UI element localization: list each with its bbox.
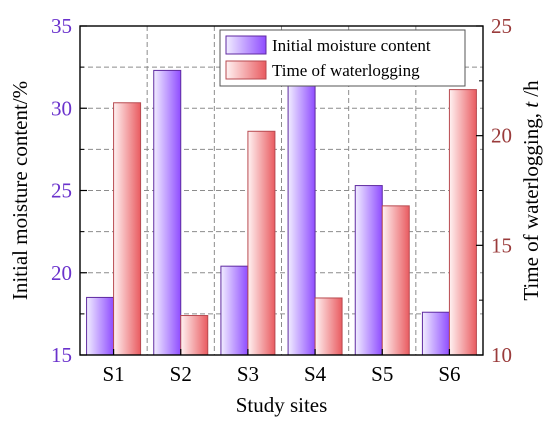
legend-swatch-time-of-waterlogging bbox=[225, 60, 267, 80]
right-y-tick-label: 25 bbox=[491, 14, 512, 38]
bar-initial-moisture-content bbox=[86, 296, 115, 356]
right-y-tick-label: 15 bbox=[491, 233, 512, 257]
ticks: 15 20 25 30 35 10 15 20 25 S1 S2 S3 S4 S5 S6 bbox=[51, 14, 512, 386]
bar-time-of-waterlogging bbox=[381, 205, 410, 356]
legend-label-initial-moisture-content: Initial moisture content bbox=[272, 36, 431, 55]
x-tick-label: S1 bbox=[102, 362, 124, 386]
left-y-tick-label: 30 bbox=[51, 96, 72, 120]
bar-time-of-waterlogging bbox=[113, 102, 142, 356]
right-y-tick-label: 20 bbox=[491, 124, 512, 148]
bar-time-of-waterlogging bbox=[180, 315, 209, 356]
bar-initial-moisture-content bbox=[153, 69, 182, 356]
right-y-axis-title: Time of waterlogging, t /h bbox=[519, 80, 543, 301]
left-y-tick-label: 35 bbox=[51, 14, 72, 38]
x-tick-label: S6 bbox=[438, 362, 460, 386]
legend-swatch-initial-moisture-content bbox=[225, 35, 267, 55]
x-tick-label: S4 bbox=[304, 362, 327, 386]
bar-initial-moisture-content bbox=[287, 83, 316, 356]
bar-initial-moisture-content bbox=[421, 311, 450, 356]
right-y-tick-label: 10 bbox=[491, 343, 512, 367]
legend-label-time-of-waterlogging: Time of waterlogging bbox=[272, 61, 420, 80]
bar-time-of-waterlogging bbox=[448, 89, 477, 356]
bar-initial-moisture-content bbox=[220, 265, 249, 356]
grid-lines bbox=[80, 26, 483, 355]
x-tick-label: S3 bbox=[237, 362, 259, 386]
bar-time-of-waterlogging bbox=[314, 297, 343, 356]
left-y-axis-title: Initial moisture content/% bbox=[8, 81, 32, 300]
bars bbox=[86, 69, 477, 356]
x-axis-title: Study sites bbox=[236, 393, 328, 417]
bar-time-of-waterlogging bbox=[247, 130, 276, 356]
legend: Initial moisture content Time of waterlo… bbox=[219, 29, 466, 87]
right-y-axis-title-prefix: Time of waterlogging, bbox=[519, 108, 543, 301]
right-y-axis-title-unit: /h bbox=[519, 80, 543, 97]
x-tick-label: S5 bbox=[371, 362, 393, 386]
bar-initial-moisture-content bbox=[354, 185, 383, 356]
left-y-tick-label: 15 bbox=[51, 343, 72, 367]
x-tick-label: S2 bbox=[170, 362, 192, 386]
right-y-axis-title-variable: t bbox=[519, 101, 543, 108]
left-y-tick-label: 25 bbox=[51, 179, 72, 203]
left-y-tick-label: 20 bbox=[51, 261, 72, 285]
